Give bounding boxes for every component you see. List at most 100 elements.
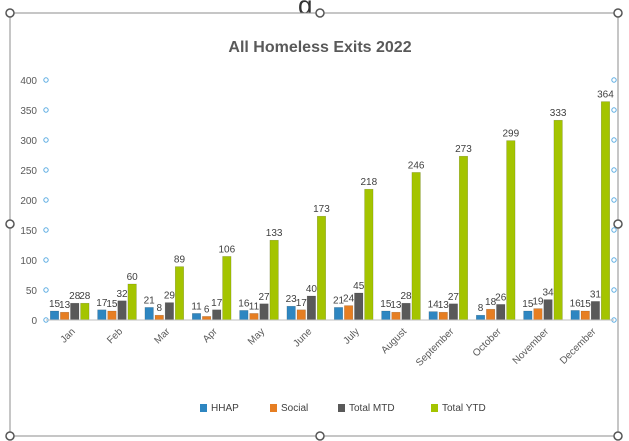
- data-label-total-ytd-december: 364: [597, 90, 614, 101]
- y-tick-marker: [43, 167, 49, 173]
- data-label-social-june: 17: [296, 298, 308, 309]
- bar-total-mtd-may[interactable]: [259, 303, 269, 321]
- bar-total-mtd-july[interactable]: [354, 292, 364, 321]
- bar-social-september[interactable]: [438, 311, 448, 321]
- y-tick-marker: [43, 197, 49, 203]
- secondary-axis-marker: [611, 77, 617, 83]
- y-tick-label: 50: [26, 286, 38, 297]
- y-tick-label: 100: [20, 256, 37, 267]
- bar-social-feb[interactable]: [107, 310, 117, 321]
- resize-handle-middle-right[interactable]: [613, 219, 623, 229]
- data-label-social-july: 24: [343, 294, 355, 305]
- bar-social-mar[interactable]: [154, 314, 164, 321]
- bar-social-november[interactable]: [533, 308, 543, 321]
- selection-handles: [5, 8, 623, 441]
- bar-total-mtd-june[interactable]: [306, 295, 316, 321]
- bar-social-august[interactable]: [391, 311, 401, 321]
- bar-total-mtd-october[interactable]: [496, 304, 506, 321]
- data-label-total-mtd-october: 26: [495, 292, 507, 303]
- bar-hhap-apr[interactable]: [192, 313, 202, 321]
- y-tick-label: 400: [20, 76, 37, 87]
- data-label-total-ytd-november: 333: [550, 108, 567, 119]
- bar-hhap-feb[interactable]: [97, 309, 107, 321]
- y-axis: 0 50 100 150 200 250 300 350 400: [20, 76, 617, 327]
- data-label-total-ytd-september: 273: [455, 144, 472, 155]
- legend-label-total-ytd: Total YTD: [442, 403, 486, 414]
- resize-handle-middle-left[interactable]: [5, 219, 15, 229]
- bar-hhap-jan[interactable]: [50, 310, 60, 321]
- resize-handle-bottom-right[interactable]: [613, 431, 623, 441]
- bar-hhap-december[interactable]: [570, 310, 580, 321]
- data-label-total-ytd-jan: 28: [79, 291, 91, 302]
- data-label-hhap-feb: 17: [96, 298, 108, 309]
- legend-swatch-hhap: [200, 404, 207, 412]
- resize-handle-top-left[interactable]: [5, 8, 15, 18]
- bar-total-mtd-jan[interactable]: [70, 302, 80, 321]
- bar-total-ytd-august[interactable]: [411, 172, 421, 321]
- resize-handle-bottom-middle[interactable]: [315, 431, 325, 441]
- secondary-axis-marker: [611, 137, 617, 143]
- resize-handle-bottom-left[interactable]: [5, 431, 15, 441]
- bar-total-mtd-september[interactable]: [448, 303, 458, 321]
- data-label-total-mtd-november: 34: [542, 288, 554, 299]
- resize-handle-top-middle[interactable]: [315, 8, 325, 18]
- bar-total-ytd-december[interactable]: [600, 101, 610, 321]
- data-label-total-mtd-may: 27: [258, 292, 270, 303]
- bar-hhap-may[interactable]: [239, 310, 249, 321]
- bar-total-ytd-june[interactable]: [316, 215, 326, 321]
- data-label-hhap-december: 16: [570, 298, 582, 309]
- bar-total-ytd-november[interactable]: [553, 119, 563, 321]
- legend-label-hhap: HHAP: [211, 403, 239, 414]
- legend-swatch-social: [270, 404, 277, 412]
- bar-total-mtd-feb[interactable]: [117, 300, 127, 321]
- bar-social-jan[interactable]: [60, 311, 70, 321]
- bar-hhap-june[interactable]: [286, 305, 296, 321]
- bar-total-ytd-jan[interactable]: [80, 302, 90, 321]
- secondary-axis-marker: [611, 257, 617, 263]
- data-label-social-feb: 15: [106, 299, 118, 310]
- data-label-social-jan: 13: [59, 300, 71, 311]
- data-label-social-september: 13: [438, 300, 450, 311]
- bar-total-mtd-august[interactable]: [401, 302, 411, 321]
- data-label-total-mtd-june: 40: [306, 284, 318, 295]
- bar-hhap-july[interactable]: [334, 307, 344, 321]
- bar-hhap-november[interactable]: [523, 310, 533, 321]
- bar-total-ytd-mar[interactable]: [174, 266, 184, 321]
- bar-hhap-september[interactable]: [428, 311, 438, 321]
- bar-hhap-october[interactable]: [476, 314, 486, 321]
- data-label-total-mtd-mar: 29: [164, 291, 176, 302]
- data-label-total-mtd-jan: 28: [69, 291, 81, 302]
- bar-social-december[interactable]: [580, 310, 590, 321]
- data-label-total-ytd-feb: 60: [127, 272, 139, 283]
- bar-social-october[interactable]: [486, 308, 496, 321]
- legend-swatch-total-mtd: [338, 404, 345, 412]
- bar-social-apr[interactable]: [202, 316, 212, 321]
- bar-total-mtd-apr[interactable]: [212, 309, 222, 321]
- bar-total-mtd-november[interactable]: [543, 299, 553, 321]
- bar-hhap-mar[interactable]: [144, 307, 154, 321]
- y-tick-marker: [43, 137, 49, 143]
- data-label-total-mtd-august: 28: [400, 291, 412, 302]
- bar-total-mtd-december[interactable]: [590, 301, 600, 321]
- y-tick-label: 250: [20, 166, 37, 177]
- chart-title: All Homeless Exits 2022: [228, 39, 411, 56]
- bar-total-ytd-july[interactable]: [364, 188, 374, 321]
- bar-total-ytd-october[interactable]: [506, 140, 516, 321]
- bar-hhap-august[interactable]: [381, 310, 391, 321]
- bar-total-ytd-feb[interactable]: [127, 283, 137, 321]
- legend-label-total-mtd: Total MTD: [349, 403, 395, 414]
- y-tick-marker: [43, 77, 49, 83]
- data-label-total-mtd-feb: 32: [116, 289, 128, 300]
- bar-total-ytd-september[interactable]: [458, 155, 468, 321]
- bar-total-ytd-may[interactable]: [269, 239, 279, 321]
- bar-total-ytd-apr[interactable]: [222, 256, 232, 321]
- secondary-axis-marker: [611, 227, 617, 233]
- data-label-social-may: 11: [249, 301, 260, 312]
- bar-total-mtd-mar[interactable]: [164, 302, 174, 321]
- bar-social-july[interactable]: [344, 305, 354, 321]
- resize-handle-top-right[interactable]: [613, 8, 623, 18]
- bar-social-may[interactable]: [249, 313, 259, 321]
- bar-social-june[interactable]: [296, 309, 306, 321]
